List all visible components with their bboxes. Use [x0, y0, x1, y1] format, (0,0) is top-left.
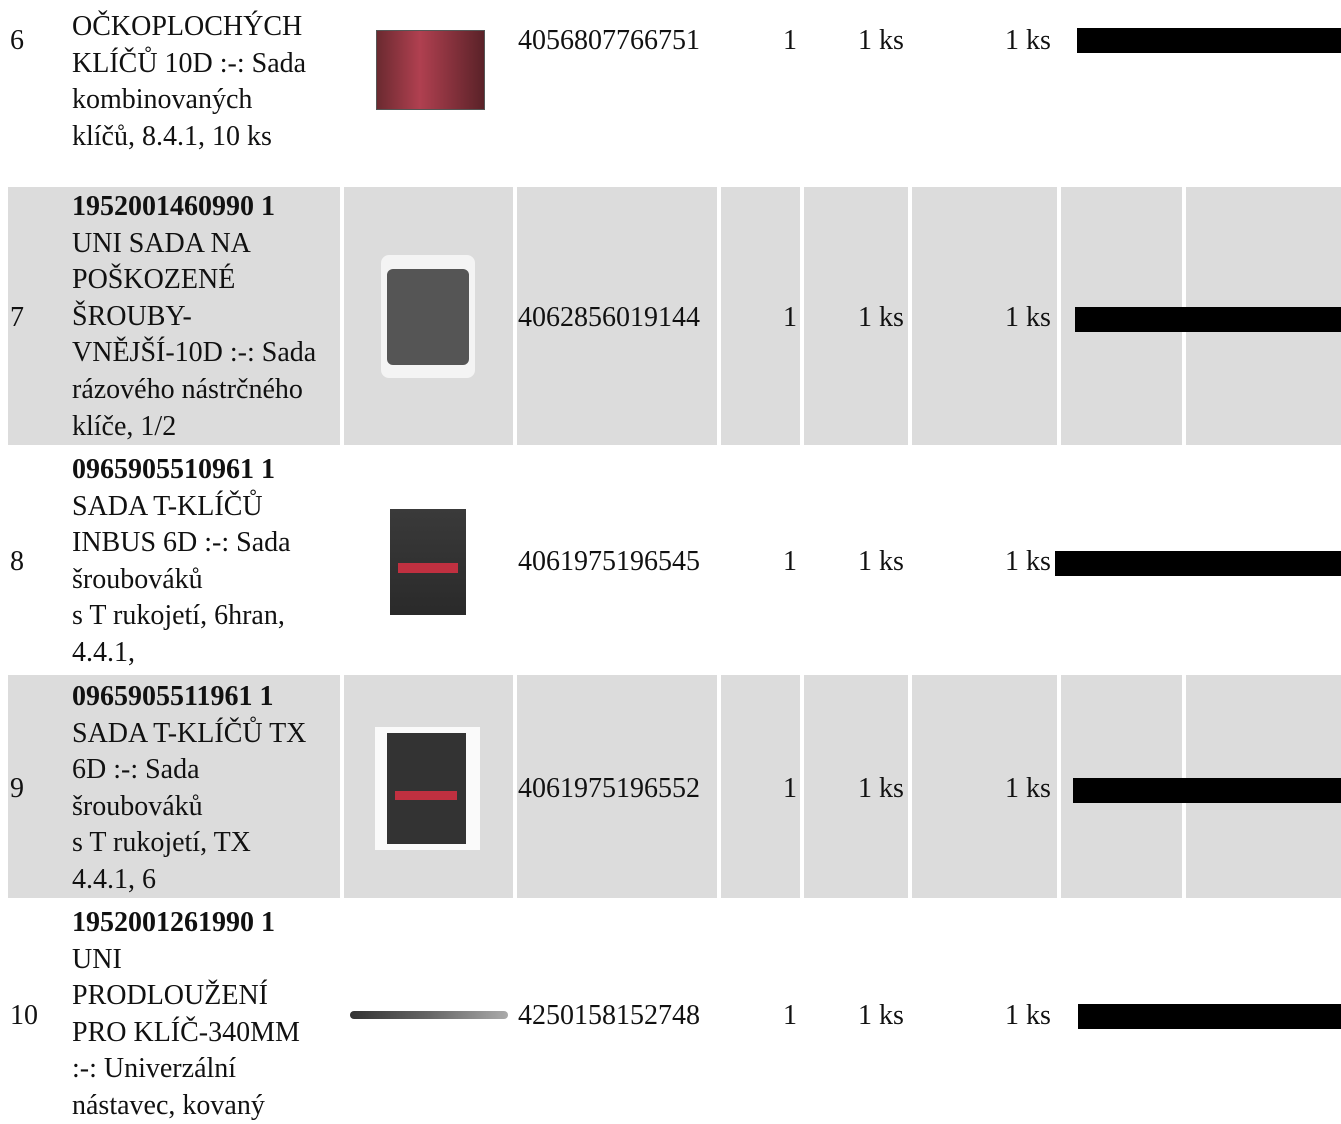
redaction	[1073, 778, 1341, 803]
unit: 1 ks	[858, 1000, 904, 1031]
product-image	[376, 30, 485, 110]
item-description: 4.4.1,	[72, 637, 135, 668]
row-number: 9	[10, 773, 24, 804]
item-description: rázového nástrčného	[72, 374, 303, 405]
row-background	[804, 187, 908, 445]
row-background	[517, 675, 717, 898]
unit: 1 ks	[858, 773, 904, 804]
unit: 1 ks	[858, 25, 904, 56]
delivered: 1 ks	[1005, 773, 1051, 804]
item-description: ŠROUBY-	[72, 300, 192, 332]
ean: 4062856019144	[518, 302, 700, 333]
row-number: 8	[10, 546, 24, 577]
row-background	[721, 675, 800, 898]
ean: 4061975196545	[518, 546, 700, 577]
item-description: šroubováků	[72, 790, 203, 822]
redaction	[1078, 1004, 1341, 1029]
ean: 4250158152748	[518, 1000, 700, 1031]
item-description: kombinovaných	[72, 84, 253, 116]
unit: 1 ks	[858, 546, 904, 577]
item-description: 4.4.1, 6	[72, 864, 156, 895]
item-description: INBUS 6D :-: Sada	[72, 527, 291, 559]
quantity: 1	[783, 773, 797, 804]
item-description: KLÍČŮ 10D :-: Sada	[72, 47, 307, 79]
item-description: klíče, 1/2	[72, 410, 177, 442]
item-description: UNI	[72, 943, 122, 975]
row-number: 10	[10, 1000, 38, 1031]
row-background	[721, 187, 800, 445]
row-background	[8, 675, 340, 898]
delivered: 1 ks	[1005, 1000, 1051, 1031]
item-description: POŠKOZENÉ	[72, 264, 236, 296]
item-description: OČKOPLOCHÝCH	[72, 11, 303, 42]
row-background	[804, 675, 908, 898]
item-description: PRO KLÍČ-340MM	[72, 1016, 300, 1048]
item-description: 6D :-: Sada	[72, 754, 200, 786]
row-background	[517, 187, 717, 445]
product-image	[375, 727, 480, 850]
item-description: klíčů, 8.4.1, 10 ks	[72, 120, 272, 152]
item-description: s T rukojetí, 6hran,	[72, 600, 285, 632]
product-image	[381, 255, 475, 378]
product-image	[390, 509, 466, 615]
redaction	[1077, 28, 1341, 53]
quantity: 1	[783, 1000, 797, 1031]
item-description: SADA T-KLÍČŮ	[72, 490, 263, 522]
item-code: 0965905511961 1	[72, 681, 274, 712]
row-background	[8, 187, 340, 445]
delivered: 1 ks	[1005, 25, 1051, 56]
unit: 1 ks	[858, 302, 904, 333]
delivered: 1 ks	[1005, 546, 1051, 577]
ean: 4056807766751	[518, 25, 700, 56]
row-background	[912, 675, 1057, 898]
item-code: 1952001261990 1	[72, 907, 275, 938]
item-description: s T rukojetí, TX	[72, 827, 251, 859]
row-number: 6	[10, 25, 24, 56]
delivered: 1 ks	[1005, 302, 1051, 333]
redaction	[1055, 551, 1341, 576]
item-description: UNI SADA NA	[72, 227, 251, 259]
item-description: VNĚJŠÍ-10D :-: Sada	[72, 337, 317, 369]
row-number: 7	[10, 302, 24, 333]
item-description: :-: Univerzální	[72, 1053, 237, 1085]
quantity: 1	[783, 25, 797, 56]
quantity: 1	[783, 546, 797, 577]
item-description: nástavec, kovaný	[72, 1090, 265, 1121]
product-image	[350, 1011, 508, 1019]
item-code: 0965905510961 1	[72, 454, 275, 485]
item-description: PRODLOUŽENÍ	[72, 980, 268, 1012]
item-description: šroubováků	[72, 563, 203, 595]
item-description: SADA T-KLÍČŮ TX	[72, 717, 307, 749]
quantity: 1	[783, 302, 797, 333]
row-background	[912, 187, 1057, 445]
ean: 4061975196552	[518, 773, 700, 804]
redaction	[1075, 307, 1341, 332]
item-code: 1952001460990 1	[72, 191, 275, 222]
